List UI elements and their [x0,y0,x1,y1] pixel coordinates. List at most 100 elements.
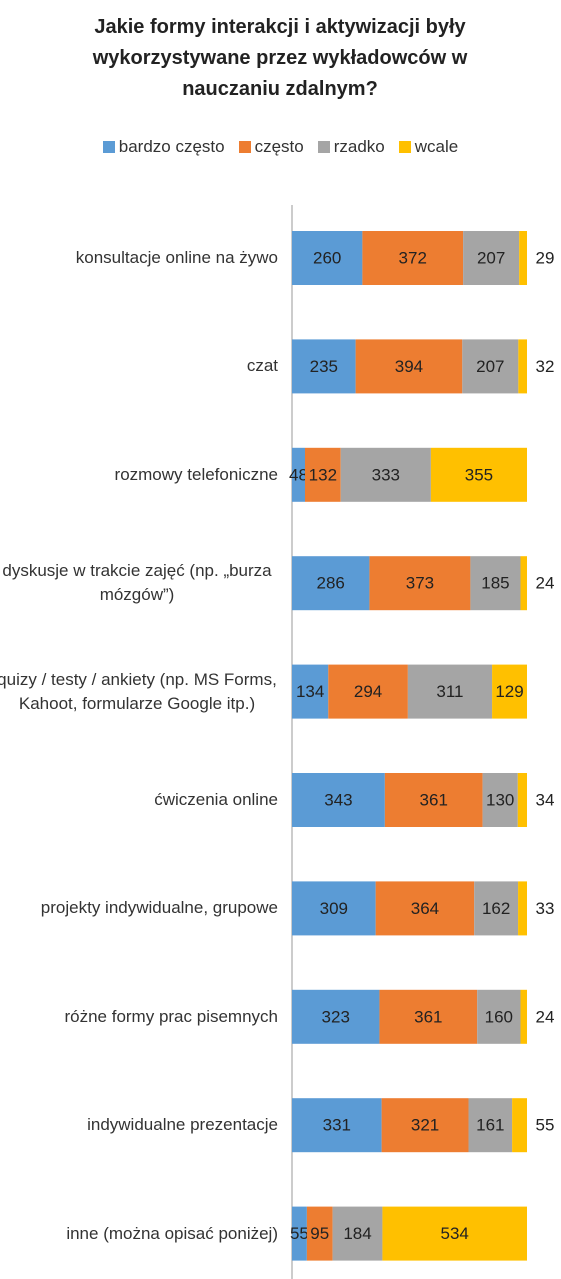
category-label-box: projekty indywidualne, grupowe [0,896,278,920]
data-label: 185 [481,574,509,593]
bar-segment [463,231,520,285]
data-label: 48 [289,465,308,484]
data-label: 323 [322,1007,350,1026]
data-label: 331 [323,1116,351,1135]
data-label: 161 [476,1116,504,1135]
legend-swatch [398,141,411,153]
bar-segment [362,231,464,285]
legend-swatch [317,141,330,153]
legend-item: często [238,137,304,157]
data-label: 364 [411,899,439,918]
category-label: ćwiczenia online [154,790,278,809]
category-label-box: różne formy prac pisemnych [0,1005,278,1029]
legend-item: rzadko [317,137,385,157]
data-label: 361 [414,1007,442,1026]
legend-item: wcale [398,137,458,157]
legend-swatch [102,141,115,153]
category-label: inne (można opisać poniżej) [66,1223,278,1243]
legend-swatch [238,141,251,153]
bar-segment [407,664,493,719]
bar-segment [517,773,527,827]
bar-segment [292,881,376,936]
data-label: 260 [313,248,341,267]
data-label: 207 [476,357,504,376]
bar-segment [292,773,385,827]
data-label: 373 [406,574,434,593]
category-label-box: rozmowy telefoniczne [0,463,278,487]
data-label: 321 [411,1116,439,1135]
bar-segment [384,773,483,827]
bar-segment [328,664,408,719]
data-label: 29 [536,248,555,267]
category-label-box: inne (można opisać poniżej) [0,1222,278,1246]
category-label: różne formy prac pisemnych [64,1006,278,1026]
data-label: 184 [343,1224,371,1243]
bar-segment [382,1206,527,1261]
data-label: 24 [536,574,555,593]
data-label: 34 [536,790,555,809]
legend-label: często [254,137,304,156]
bar-segment [520,556,527,611]
bar-segment [292,1098,382,1153]
data-label: 95 [310,1224,329,1243]
bar-segment [512,1098,527,1153]
category-label: czat [246,356,278,376]
bar-segment [306,1206,333,1261]
bar-segment [470,556,521,611]
data-label: 361 [420,790,448,809]
bar-segment [292,556,370,611]
bar-segment [292,989,380,1044]
bar-segment [292,231,363,285]
category-label: dyskusje w trakcie zajęć (np. „burza móz… [2,561,272,605]
bar-segment [474,881,519,936]
data-label: 207 [477,248,505,267]
category-label-box: quizy / testy / ankiety (np. MS Forms, K… [0,668,278,716]
bar-segment [518,339,527,394]
category-label-box: indywidualne prezentacje [0,1113,278,1137]
category-label: indywidualne prezentacje [87,1115,278,1135]
bar-segment [430,447,527,502]
data-label: 33 [536,899,555,918]
data-label: 24 [536,1007,555,1026]
bar-segment [477,989,521,1044]
data-label: 235 [310,357,338,376]
data-label: 134 [296,682,324,701]
data-label: 372 [399,248,427,267]
data-label: 343 [324,790,352,809]
data-label: 394 [395,357,423,376]
legend-item: bardzo często [102,137,225,157]
bar-segment [369,556,471,611]
data-label: 55 [536,1116,555,1135]
bar-segment [482,773,518,827]
data-label: 32 [536,357,555,376]
bar-segment [375,881,475,936]
bar-segment [292,339,356,394]
bar-segment [292,447,305,502]
category-label: projekty indywidualne, grupowe [40,898,278,918]
bar-segment [519,231,527,285]
category-label-box: czat [0,354,278,378]
legend: bardzo często często rzadko wcale [0,137,561,157]
data-label: 160 [485,1007,513,1026]
data-label: 286 [317,574,345,593]
data-label: 55 [290,1224,309,1243]
bar-segment [520,989,527,1044]
data-label: 311 [436,682,463,701]
data-label: 534 [441,1224,469,1243]
bar-segment [355,339,463,394]
data-label: 309 [320,899,348,918]
bar-segment [468,1098,513,1153]
data-label: 132 [309,465,337,484]
category-label: konsultacje online na żywo [75,248,278,267]
legend-label: rzadko [333,137,385,156]
bar-segment [292,1206,307,1261]
chart-title: Jakie formy interakcji i aktywizacji był… [92,16,468,100]
category-label: rozmowy telefoniczne [114,464,278,484]
category-label: quizy / testy / ankiety (np. MS Forms, K… [0,669,277,713]
bar-segment [518,881,527,936]
data-label: 130 [486,790,514,809]
bar-segment [462,339,519,394]
data-label: 355 [465,465,493,484]
